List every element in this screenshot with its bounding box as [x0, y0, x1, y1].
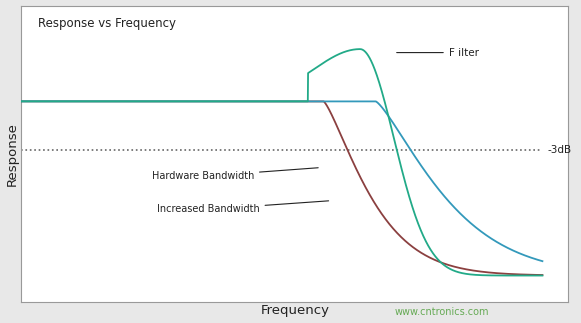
X-axis label: Frequency: Frequency	[260, 305, 329, 318]
Text: Response vs Frequency: Response vs Frequency	[38, 17, 175, 30]
Text: Increased Bandwidth: Increased Bandwidth	[157, 201, 329, 214]
Text: F ilter: F ilter	[449, 47, 479, 57]
Text: www.cntronics.com: www.cntronics.com	[395, 307, 490, 317]
Y-axis label: Response: Response	[6, 122, 19, 185]
Text: -3dB: -3dB	[548, 145, 572, 155]
Text: Hardware Bandwidth: Hardware Bandwidth	[152, 168, 318, 181]
